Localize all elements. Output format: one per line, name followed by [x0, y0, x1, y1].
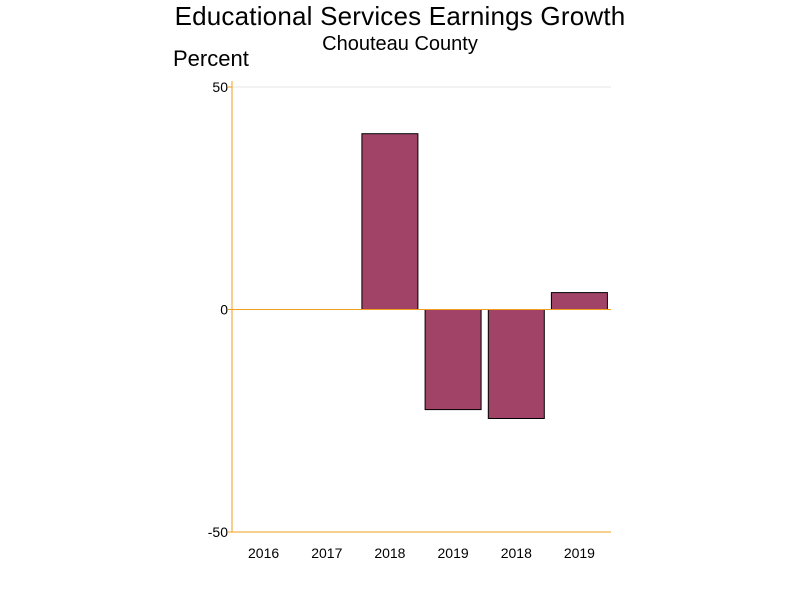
chart-subtitle: Chouteau County — [322, 33, 478, 55]
x-tick-label-4: 2018 — [501, 545, 532, 561]
y-axis-label: Percent — [173, 46, 249, 71]
chart-title: Educational Services Earnings Growth — [174, 1, 626, 31]
bar-4 — [487, 309, 545, 419]
axis-layer — [231, 81, 611, 533]
bar-2 — [361, 133, 419, 310]
tick-layer: 50 0 -50 2016 2017 2018 2019 2018 2019 — [208, 79, 595, 561]
bars-layer — [361, 133, 608, 419]
x-tick-label-0: 2016 — [248, 545, 279, 561]
bar-3 — [424, 309, 482, 411]
x-tick-label-3: 2019 — [438, 545, 469, 561]
x-tick-label-5: 2019 — [564, 545, 595, 561]
y-tick-label-1: 0 — [220, 302, 228, 318]
x-tick-label-2: 2018 — [374, 545, 405, 561]
x-tick-label-1: 2017 — [311, 545, 342, 561]
bar-5 — [550, 292, 608, 311]
y-tick-label-0: 50 — [212, 79, 228, 95]
y-tick-label-2: -50 — [208, 524, 228, 540]
